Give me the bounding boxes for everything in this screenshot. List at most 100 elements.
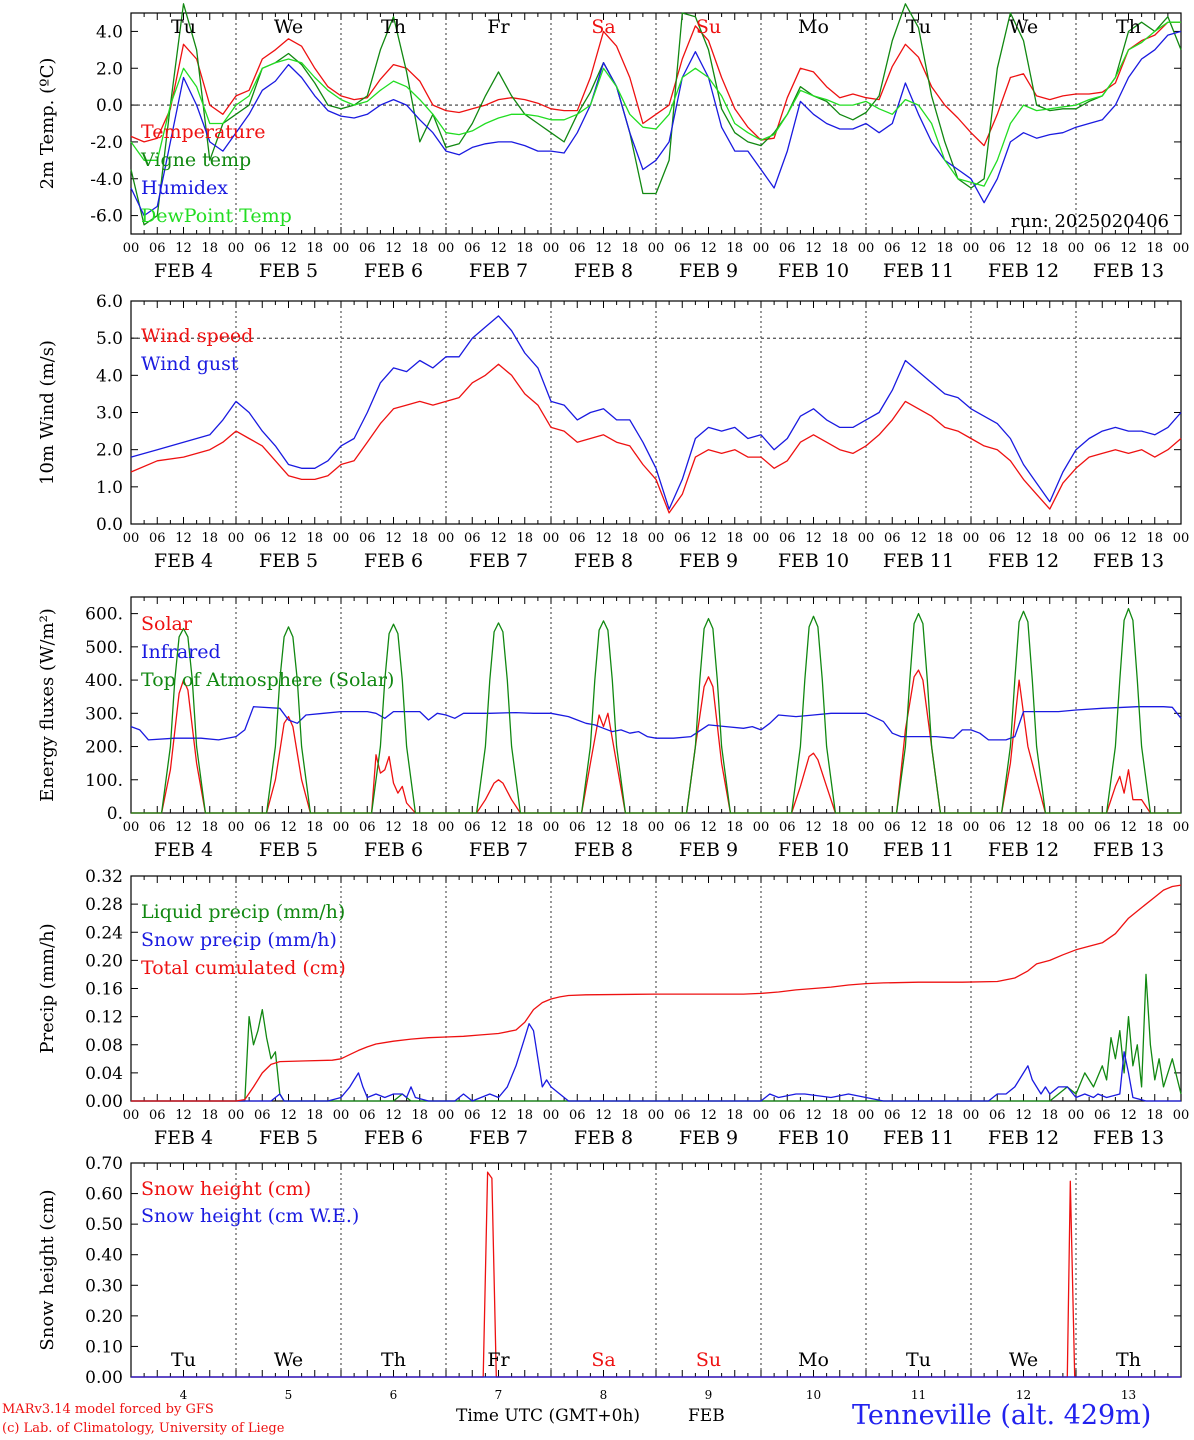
day-number-label: 12 [1016,1388,1031,1402]
day-number-label: 7 [495,1388,503,1402]
day-number-label: 5 [285,1388,293,1402]
hour-tick-label: 06 [254,241,271,256]
hour-tick-label: 18 [621,820,638,835]
date-label: FEB 12 [988,839,1059,861]
hour-tick-label: 00 [858,820,875,835]
hour-tick-label: 12 [805,1108,822,1123]
hour-tick-label: 12 [1120,531,1137,546]
hour-tick-label: 00 [1068,1108,1085,1123]
hour-tick-label: 06 [569,241,586,256]
weekday-label: Tu [171,1349,196,1371]
hour-tick-label: 00 [228,820,245,835]
y-tick-label: 1.0 [96,478,123,498]
date-label: FEB 11 [883,1127,954,1149]
y-axis-title: Snow height (cm) [37,1189,58,1350]
y-tick-label: 0.08 [85,1036,123,1056]
day-number-label: 4 [180,1388,188,1402]
hour-tick-label: 06 [779,241,796,256]
y-axis-title: 2m Temp. (ºC) [37,58,58,190]
day-number-label: 9 [705,1388,713,1402]
hour-tick-label: 00 [333,531,350,546]
date-label: FEB 8 [574,1127,633,1149]
hour-tick-label: 06 [989,241,1006,256]
date-label: FEB 10 [778,260,849,282]
y-tick-label: 500. [85,638,123,658]
hour-tick-label: 00 [1068,531,1085,546]
hour-tick-label: 18 [1146,820,1163,835]
panel-5: 0.70 0.60 0.50 0.40 0.30 0.20 0.10 0.00 Snow hei… [37,1154,1182,1388]
hour-tick-label: 12 [910,531,927,546]
hour-tick-label: 12 [595,241,612,256]
hour-tick-label: 18 [621,531,638,546]
y-tick-label: 0.70 [85,1154,123,1174]
series-line-wind-gust [130,315,1182,510]
y-tick-label: 4.0 [96,366,123,386]
hour-tick-label: 00 [543,241,560,256]
legend-entry: Total cumulated (cm) [141,957,346,979]
weekday-label: Fr [487,1349,510,1371]
hour-tick-label: 06 [569,531,586,546]
hour-tick-label: 18 [516,820,533,835]
date-label: FEB 11 [883,550,954,572]
date-label: FEB 4 [154,1127,213,1149]
hour-tick-label: 12 [385,241,402,256]
hour-tick-label: 06 [254,1108,271,1123]
legend-entry: DewPoint Temp [141,205,292,227]
weekday-label: Th [1116,16,1141,38]
hour-tick-label: 00 [438,531,455,546]
hour-tick-label: 06 [359,820,376,835]
hour-tick-label: 00 [963,820,980,835]
hour-tick-label: 18 [516,531,533,546]
y-tick-label: 4.0 [96,22,123,42]
hour-tick-label: 00 [1068,820,1085,835]
hour-tick-label: 00 [1173,241,1190,256]
y-tick-label: 0.00 [85,1368,123,1388]
hour-tick-label: 00 [1068,241,1085,256]
legend-entry: Snow precip (mm/h) [141,929,337,951]
hour-tick-label: 06 [1094,531,1111,546]
weekday-label: Tu [906,16,931,38]
hour-tick-label: 00 [1173,531,1190,546]
hour-tick-label: 12 [175,1108,192,1123]
hour-tick-label: 12 [385,531,402,546]
hour-tick-label: 12 [595,531,612,546]
date-label: FEB 4 [154,260,213,282]
y-tick-label: 0.24 [85,923,123,943]
hour-tick-label: 18 [936,820,953,835]
panel-1: 4.0 2.0 0.0 -2.0 -4.0 -6.0 2m Temp. (ºC) 00 06 12… [37,3,1190,282]
hour-tick-label: 18 [306,1108,323,1123]
y-tick-label: 0.20 [85,1307,123,1327]
hour-tick-label: 18 [936,241,953,256]
hour-tick-label: 06 [1094,820,1111,835]
legend-entry: Infrared [141,641,221,663]
y-tick-label: -2.0 [90,133,123,153]
y-tick-label: -4.0 [90,170,123,190]
legend-entry: Top of Atmosphere (Solar) [141,669,394,691]
weekday-label: Tu [171,16,196,38]
hour-tick-label: 18 [516,241,533,256]
date-label: FEB 5 [259,550,318,572]
hour-tick-label: 06 [674,531,691,546]
y-tick-label: 0.40 [85,1246,123,1266]
hour-tick-label: 12 [280,531,297,546]
hour-tick-label: 12 [385,820,402,835]
hour-tick-label: 12 [490,531,507,546]
hour-tick-label: 18 [306,241,323,256]
legend-entry: Snow height (cm W.E.) [141,1205,359,1227]
series-line-vigne-temp [130,3,1182,226]
hour-tick-label: 00 [123,820,140,835]
date-label: FEB 9 [679,260,738,282]
date-label: FEB 5 [259,260,318,282]
panel-4: 0.32 0.28 0.24 0.20 0.16 0.12 0.08 0.04 0.00 Prec… [37,867,1189,1149]
hour-tick-label: 12 [490,1108,507,1123]
date-label: FEB 10 [778,1127,849,1149]
hour-tick-label: 12 [280,820,297,835]
weekday-label: Tu [906,1349,931,1371]
hour-tick-label: 00 [123,531,140,546]
hour-tick-label: 12 [700,241,717,256]
hour-tick-label: 06 [674,241,691,256]
hour-tick-label: 12 [1015,1108,1032,1123]
hour-tick-label: 00 [438,820,455,835]
hour-tick-label: 18 [726,1108,743,1123]
